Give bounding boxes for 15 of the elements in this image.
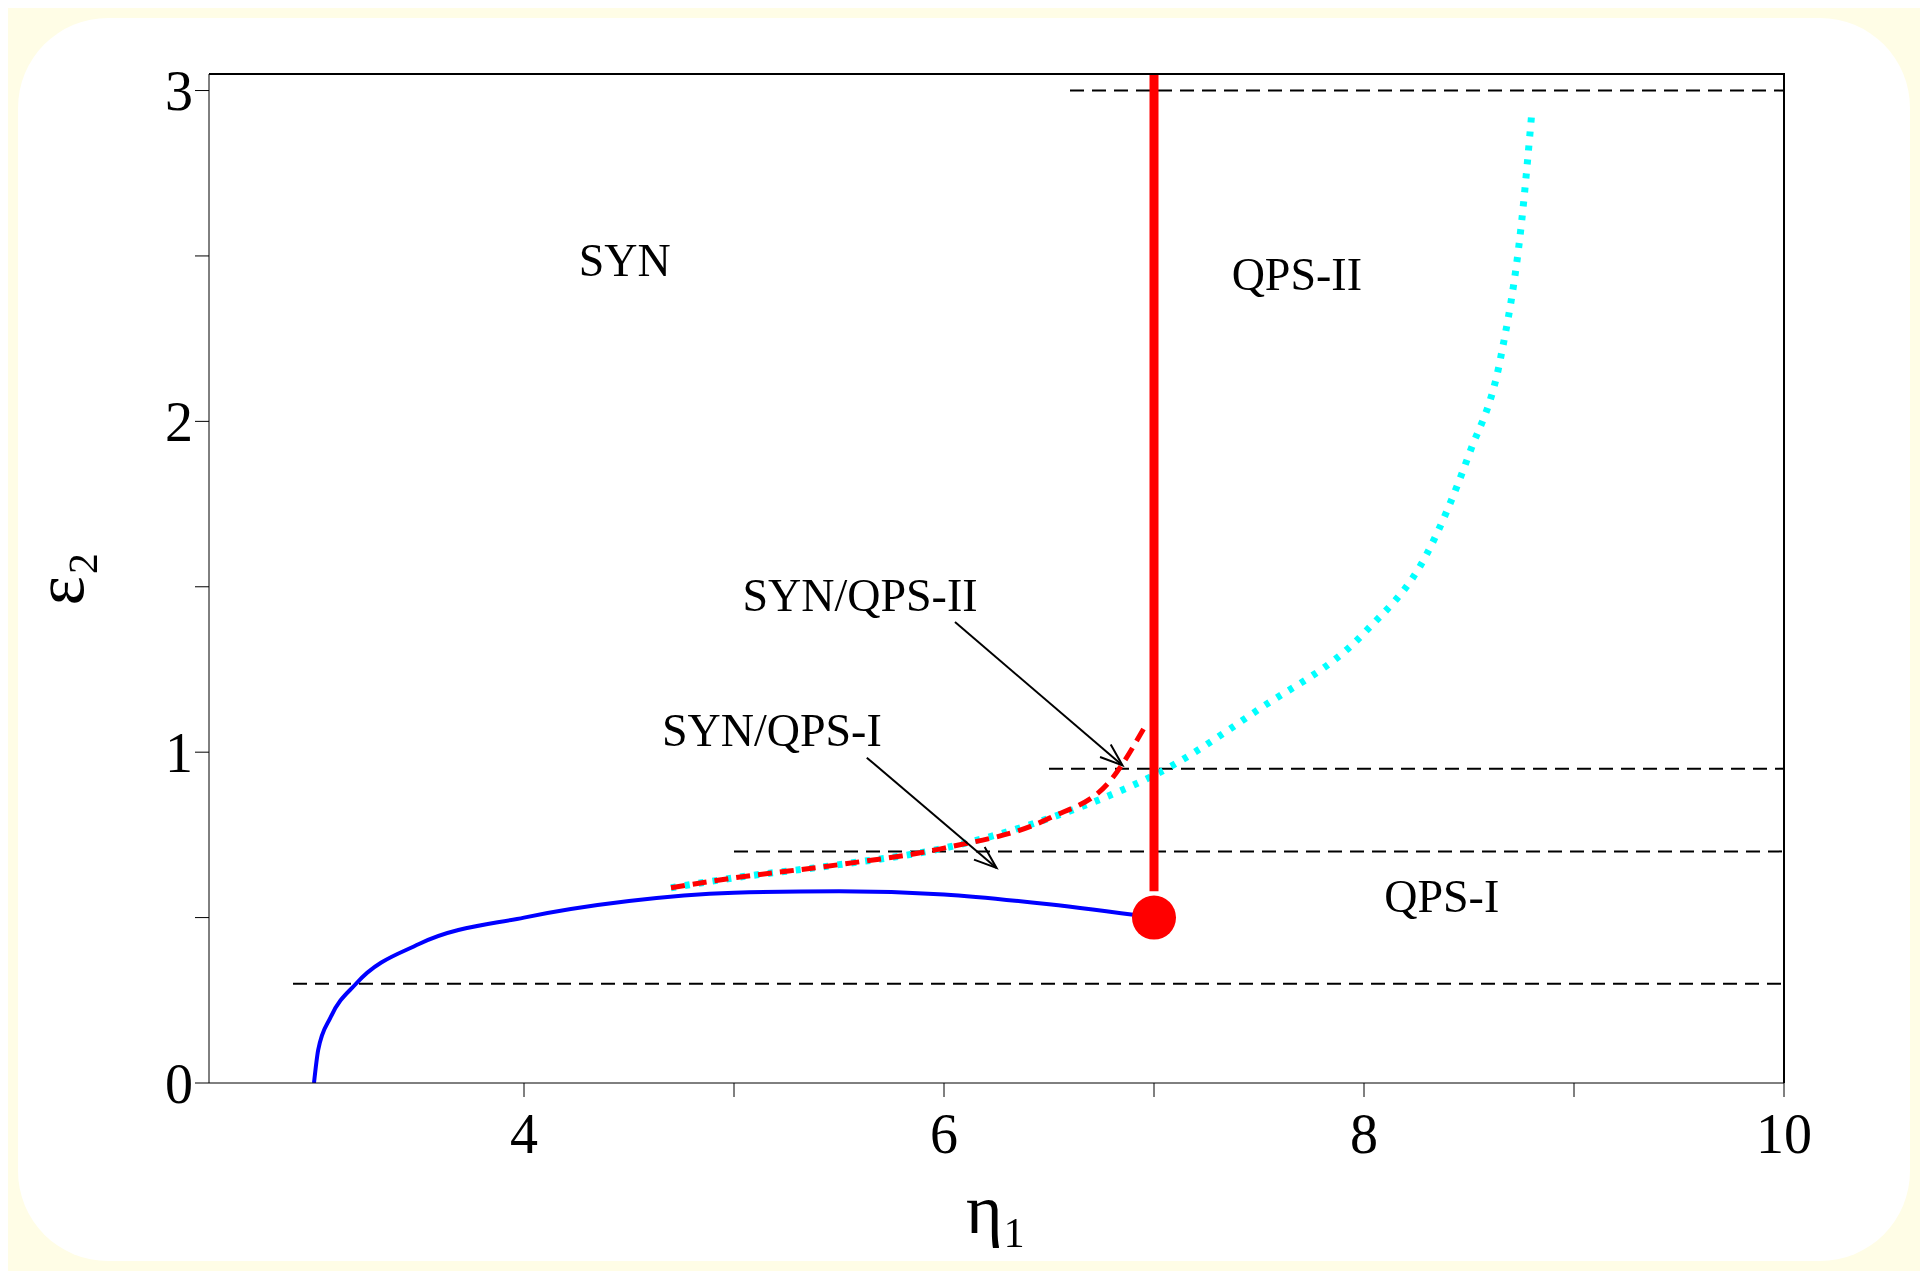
y-tick-label: 0 (165, 1052, 193, 1115)
annotation: SYN/QPS-II (742, 569, 978, 621)
annotation: SYN (578, 235, 671, 287)
annotation: QPS-II (1231, 248, 1362, 300)
x-tick-label: 4 (510, 1102, 538, 1165)
x-axis-title: η₁ (965, 1171, 1028, 1248)
y-tick-label: 2 (165, 391, 193, 454)
x-tick-label: 10 (1756, 1102, 1812, 1165)
y-tick-label: 3 (165, 60, 193, 123)
annotation: QPS-I (1384, 870, 1500, 922)
annotation: SYN/QPS-I (661, 705, 882, 757)
y-axis-title: ε₂ (20, 551, 98, 606)
y-tick-label: 1 (165, 722, 193, 785)
x-tick-label: 8 (1350, 1102, 1378, 1165)
x-tick-label: 6 (930, 1102, 958, 1165)
